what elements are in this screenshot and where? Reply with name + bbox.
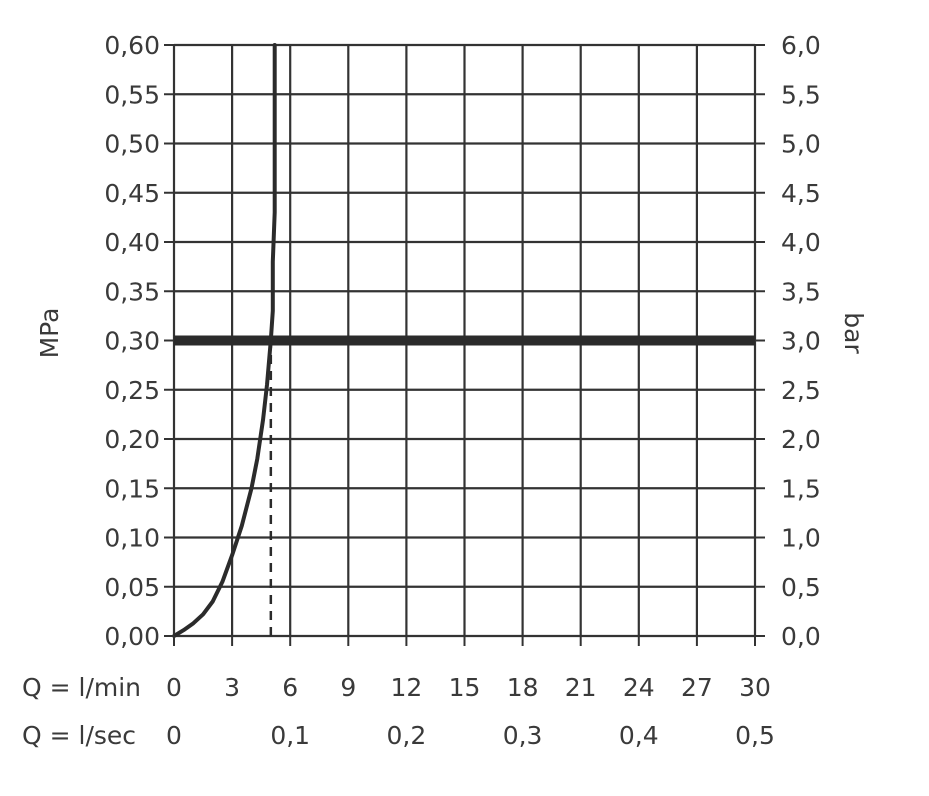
x-lmin-tick-label: 18 [507, 673, 539, 702]
y-left-tick-label: 0,10 [104, 524, 160, 553]
x-lmin-tick-label: 15 [449, 673, 481, 702]
y-left-tick-label: 0,40 [104, 228, 160, 257]
x-lmin-tick-label: 12 [390, 673, 422, 702]
y-right-tick-label: 4,5 [781, 179, 821, 208]
x-lmin-tick-label: 21 [565, 673, 597, 702]
x-lmin-tick-label: 9 [340, 673, 356, 702]
flow-curve [172, 43, 277, 638]
x-lmin-tick-label: 27 [681, 673, 713, 702]
x-lsec-tick-label: 0,5 [735, 721, 775, 750]
y-right-axis-title: bar [839, 312, 868, 354]
x-lsec-tick-label: 0,1 [270, 721, 310, 750]
y-right-tick-label: 0,5 [781, 573, 821, 602]
y-right-tick-label: 2,5 [781, 376, 821, 405]
y-right-tick-label: 0,0 [781, 622, 821, 651]
y-right-tick-label: 1,0 [781, 524, 821, 553]
x-lmin-tick-label: 3 [224, 673, 240, 702]
y-left-axis-title: MPa [35, 308, 64, 359]
y-left-tick-label: 0,55 [104, 80, 160, 109]
y-left-tick-label: 0,45 [104, 179, 160, 208]
y-left-tick-label: 0,15 [104, 474, 160, 503]
x-lsec-axis-title: Q = l/sec [22, 721, 136, 750]
tick-marks [164, 44, 765, 646]
y-right-tick-label: 5,0 [781, 130, 821, 159]
x-lmin-tick-label: 0 [166, 673, 182, 702]
x-lmin-axis-title: Q = l/min [22, 673, 141, 702]
tick-labels: 0,000,050,100,150,200,250,300,350,400,45… [104, 31, 820, 750]
y-right-tick-label: 1,5 [781, 474, 821, 503]
x-lsec-tick-label: 0,3 [503, 721, 543, 750]
series [172, 43, 277, 638]
y-left-tick-label: 0,60 [104, 31, 160, 60]
x-lsec-tick-label: 0 [166, 721, 182, 750]
x-lmin-tick-label: 6 [282, 673, 298, 702]
y-left-tick-label: 0,05 [104, 573, 160, 602]
x-lsec-tick-label: 0,4 [619, 721, 659, 750]
y-right-tick-label: 3,0 [781, 327, 821, 356]
y-left-tick-label: 0,30 [104, 327, 160, 356]
y-right-tick-label: 5,5 [781, 80, 821, 109]
x-lsec-tick-label: 0,2 [387, 721, 427, 750]
x-lmin-tick-label: 24 [623, 673, 655, 702]
y-left-tick-label: 0,25 [104, 376, 160, 405]
y-left-tick-label: 0,00 [104, 622, 160, 651]
y-left-tick-label: 0,20 [104, 425, 160, 454]
y-right-tick-label: 6,0 [781, 31, 821, 60]
y-left-tick-label: 0,50 [104, 130, 160, 159]
x-lmin-tick-label: 30 [739, 673, 771, 702]
y-right-tick-label: 4,0 [781, 228, 821, 257]
y-left-tick-label: 0,35 [104, 277, 160, 306]
y-right-tick-label: 2,0 [781, 425, 821, 454]
y-right-tick-label: 3,5 [781, 277, 821, 306]
